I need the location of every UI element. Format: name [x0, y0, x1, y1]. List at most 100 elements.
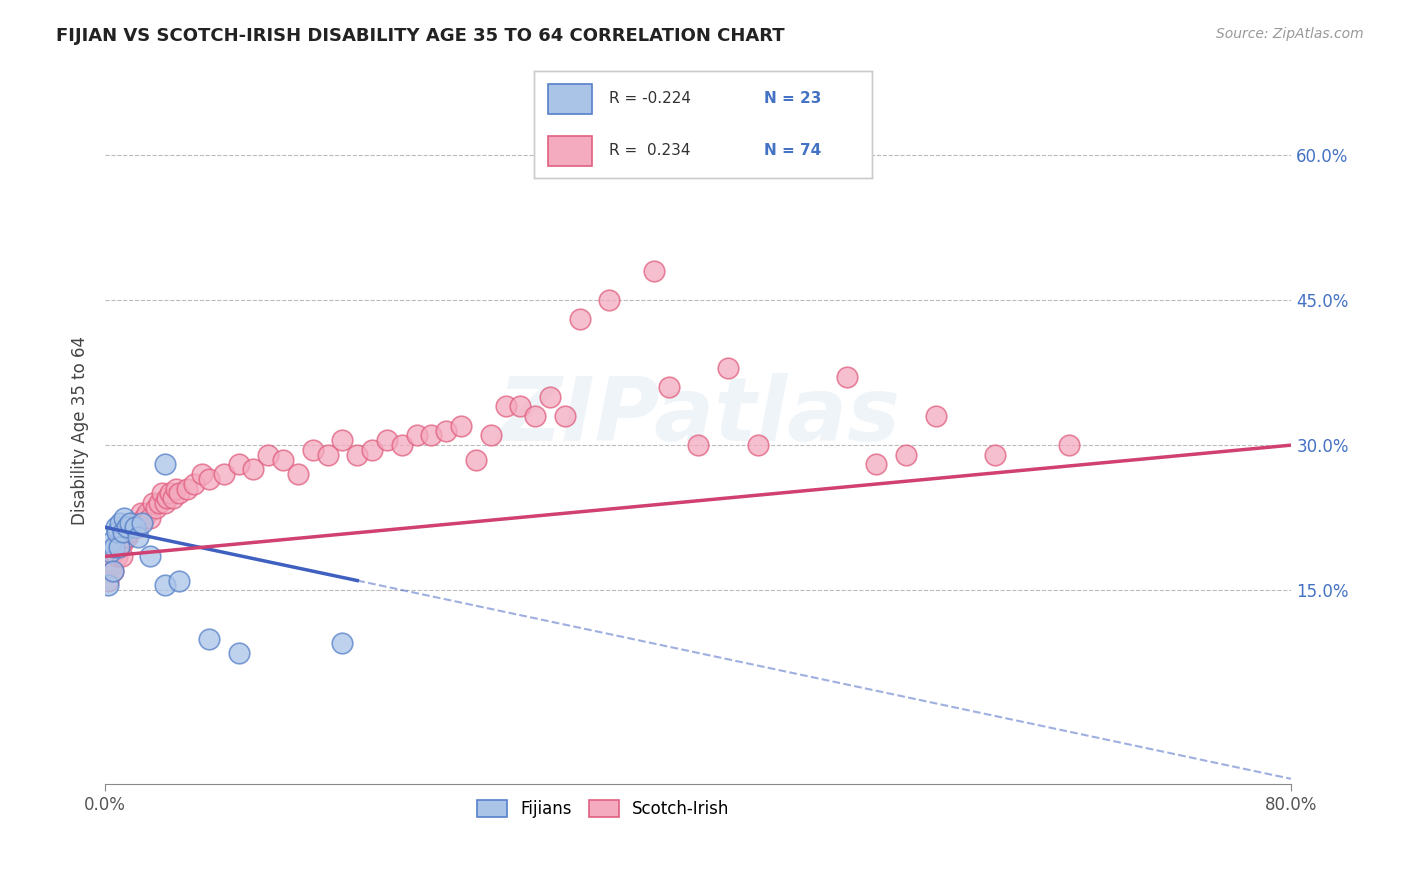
Point [127, 520, 149, 534]
Point [332, 636, 354, 650]
Text: N = 23: N = 23 [763, 91, 821, 106]
Point [242, 462, 264, 476]
Point [420, 428, 443, 442]
Point [257, 448, 280, 462]
Point [114, 510, 136, 524]
Point [127, 530, 149, 544]
Point [287, 467, 309, 482]
Point [129, 506, 152, 520]
Point [169, 486, 191, 500]
Point [117, 520, 139, 534]
Point [361, 442, 384, 457]
Point [464, 452, 486, 467]
Point [104, 540, 127, 554]
Point [479, 428, 502, 442]
Point [97, 574, 120, 588]
Point [568, 312, 591, 326]
Point [524, 409, 547, 423]
Point [538, 390, 561, 404]
Point [183, 476, 205, 491]
Point [165, 482, 187, 496]
Point [138, 510, 160, 524]
Text: R =  0.234: R = 0.234 [609, 143, 690, 158]
Point [1057, 438, 1080, 452]
Point [108, 516, 131, 530]
Point [717, 360, 740, 375]
Point [107, 540, 129, 554]
FancyBboxPatch shape [548, 136, 592, 166]
Point [118, 525, 141, 540]
Point [212, 467, 235, 482]
Point [835, 370, 858, 384]
Point [100, 534, 122, 549]
Point [132, 510, 155, 524]
Point [450, 418, 472, 433]
Point [228, 646, 250, 660]
Point [162, 491, 184, 506]
Point [97, 578, 120, 592]
Text: N = 74: N = 74 [763, 143, 821, 158]
Point [103, 544, 125, 558]
Text: R = -0.224: R = -0.224 [609, 91, 690, 106]
Point [104, 520, 127, 534]
Point [198, 472, 221, 486]
Text: ZIPatlas: ZIPatlas [496, 373, 900, 460]
Point [135, 506, 157, 520]
Point [125, 516, 148, 530]
Point [924, 409, 946, 423]
Point [509, 400, 531, 414]
Point [271, 452, 294, 467]
Point [142, 496, 165, 510]
Point [101, 564, 124, 578]
Point [346, 448, 368, 462]
Point [103, 540, 125, 554]
Point [108, 534, 131, 549]
Point [190, 467, 212, 482]
Point [301, 442, 323, 457]
Point [98, 544, 121, 558]
Point [332, 434, 354, 448]
Point [105, 525, 128, 540]
Point [391, 438, 413, 452]
Point [598, 293, 620, 307]
Point [198, 632, 221, 646]
Text: Source: ZipAtlas.com: Source: ZipAtlas.com [1216, 27, 1364, 41]
Point [156, 491, 179, 506]
Y-axis label: Disability Age 35 to 64: Disability Age 35 to 64 [72, 336, 89, 525]
Point [138, 549, 160, 564]
Point [176, 482, 198, 496]
Point [159, 486, 181, 500]
Point [153, 578, 176, 592]
Point [115, 520, 138, 534]
Point [894, 448, 917, 462]
Point [658, 380, 681, 394]
Point [111, 525, 134, 540]
Point [124, 520, 146, 534]
Point [145, 500, 167, 515]
Text: FIJIAN VS SCOTCH-IRISH DISABILITY AGE 35 TO 64 CORRELATION CHART: FIJIAN VS SCOTCH-IRISH DISABILITY AGE 35… [56, 27, 785, 45]
Legend: Fijians, Scotch-Irish: Fijians, Scotch-Irish [471, 793, 737, 825]
Point [110, 549, 132, 564]
Point [316, 448, 339, 462]
Point [688, 438, 710, 452]
Point [107, 540, 129, 554]
Point [865, 458, 887, 472]
Point [100, 559, 122, 574]
FancyBboxPatch shape [548, 84, 592, 114]
Point [434, 424, 457, 438]
Point [101, 564, 124, 578]
Point [495, 400, 517, 414]
Point [131, 516, 153, 530]
Point [153, 496, 176, 510]
Point [747, 438, 769, 452]
Point [148, 496, 170, 510]
Point [228, 458, 250, 472]
Point [121, 520, 143, 534]
Point [124, 520, 146, 534]
Point [120, 516, 142, 530]
Point [114, 525, 136, 540]
Point [111, 534, 134, 549]
Point [117, 530, 139, 544]
Point [643, 264, 665, 278]
Point [405, 428, 427, 442]
